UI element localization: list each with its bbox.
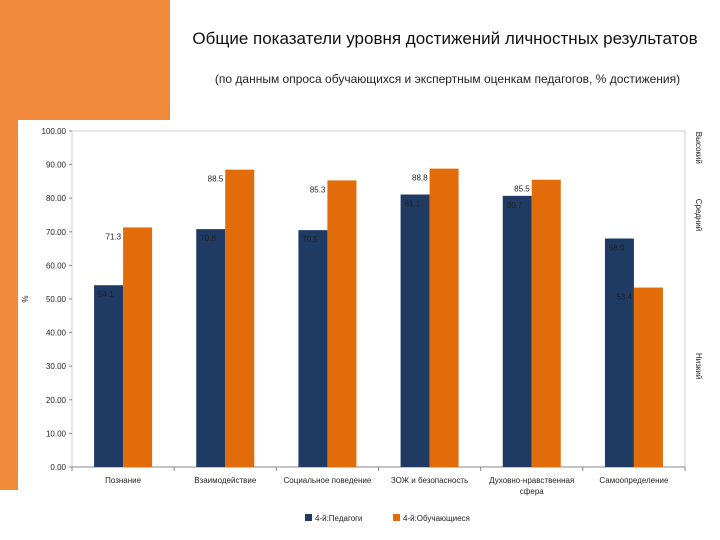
x-category-label: сфера — [520, 487, 544, 496]
left-accent-strip — [0, 120, 18, 490]
bar-students — [429, 168, 459, 467]
plot-frame — [71, 130, 686, 468]
level-label: Низкий — [694, 353, 703, 379]
bar-students — [531, 179, 561, 467]
y-tick-label: 50.00 — [46, 295, 67, 304]
data-label: 85.5 — [514, 185, 530, 194]
data-label: 68.0 — [609, 244, 625, 253]
left-accent-bar — [0, 0, 170, 120]
chart-subtitle: (по данным опроса обучающихся и экспертн… — [214, 72, 681, 86]
y-tick-label: 10.00 — [46, 429, 67, 438]
x-category-label: Духовно-нравственная — [489, 476, 574, 485]
bar-teachers — [604, 238, 634, 467]
bar-teachers — [502, 195, 532, 467]
y-tick-label: 30.00 — [46, 362, 67, 371]
bar-teachers — [196, 229, 226, 467]
data-label: 88.8 — [412, 174, 428, 183]
data-label: 53.4 — [616, 293, 632, 302]
bar-students — [225, 169, 255, 467]
y-tick-label: 100.00 — [42, 127, 67, 136]
y-axis-label: % — [21, 295, 30, 302]
data-label: 88.5 — [208, 175, 224, 184]
legend-swatch — [305, 514, 312, 521]
level-label: Средний — [694, 199, 703, 232]
y-tick-label: 60.00 — [46, 261, 67, 270]
data-label: 85.3 — [310, 185, 326, 194]
bar-students — [633, 287, 663, 467]
data-label: 70.8 — [200, 234, 216, 243]
legend-label: 4-й:Педагоги — [315, 514, 363, 523]
data-label: 80.7 — [507, 201, 523, 210]
x-category-label: ЗОЖ и безопасность — [391, 476, 468, 485]
x-category-label: Познание — [105, 476, 142, 485]
bar-teachers — [94, 285, 124, 467]
level-label: Высокий — [694, 132, 703, 164]
x-category-label: Взаимодействие — [194, 476, 257, 485]
data-label: 70.5 — [302, 235, 318, 244]
data-label: 81.1 — [405, 200, 421, 209]
legend-swatch — [393, 514, 400, 521]
x-category-label: Самоопределение — [599, 476, 669, 485]
chart-title: Общие показатели уровня достижений лично… — [192, 29, 698, 48]
y-tick-label: 40.00 — [46, 329, 67, 338]
data-label: 71.3 — [106, 232, 122, 241]
x-category-label: Социальное поведение — [284, 476, 372, 485]
data-label: 54.1 — [98, 290, 114, 299]
bar-students — [123, 227, 153, 467]
legend-label: 4-й:Обучающиеся — [403, 514, 470, 523]
bar-teachers — [400, 194, 430, 467]
y-tick-label: 70.00 — [46, 228, 67, 237]
y-tick-label: 90.00 — [46, 161, 67, 170]
bar-teachers — [298, 230, 328, 467]
bar-students — [327, 180, 357, 467]
y-tick-label: 0.00 — [50, 463, 66, 472]
y-tick-label: 80.00 — [46, 194, 67, 203]
y-tick-label: 20.00 — [46, 396, 67, 405]
